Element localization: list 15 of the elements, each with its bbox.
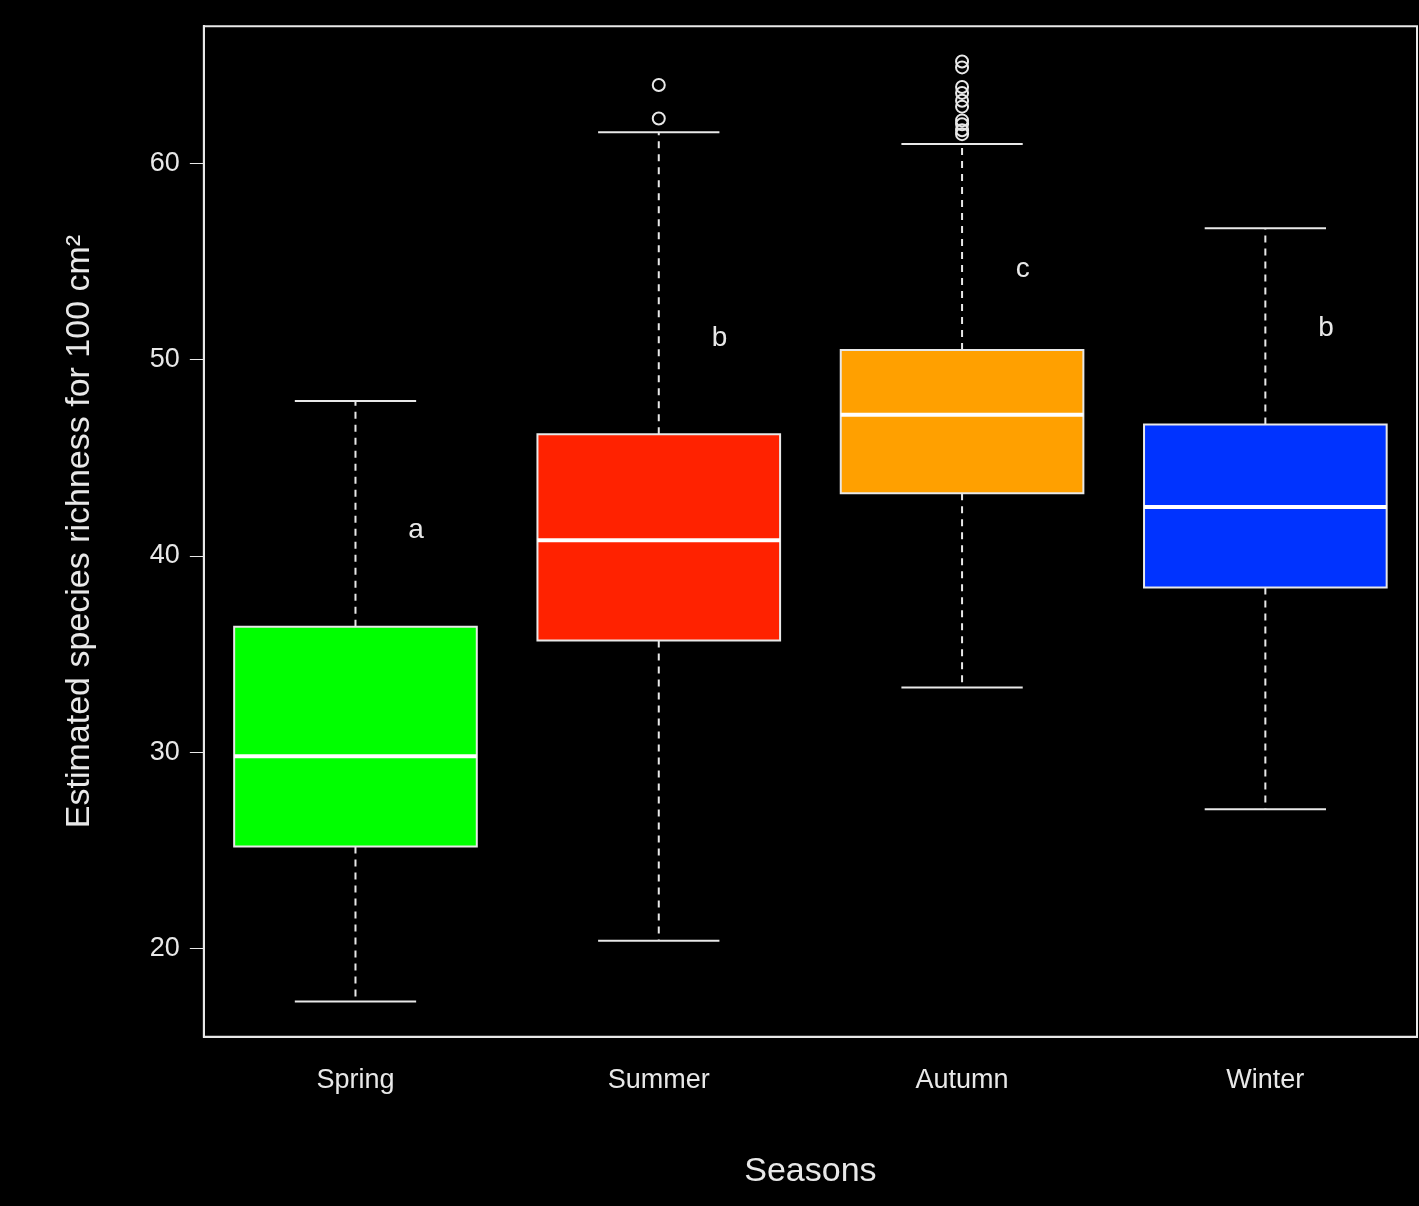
x-axis-title: Seasons [744,1149,877,1188]
x-tick-label: Autumn [915,1064,1009,1095]
x-tick-label: Winter [1226,1064,1305,1095]
annotation: b [711,320,728,352]
y-tick-label: 50 [149,343,180,374]
annotation: b [1318,311,1334,343]
y-axis-title: Estimated species richness for 100 cm² [57,234,96,829]
x-tick-label: Spring [316,1064,395,1095]
annotation: c [1015,252,1030,284]
y-tick-label: 60 [149,147,180,178]
y-tick-label: 40 [149,539,180,570]
y-tick-label: 30 [149,735,180,766]
y-tick-label: 20 [149,931,180,962]
x-tick-label: Summer [607,1064,710,1095]
annotation: a [408,513,425,545]
